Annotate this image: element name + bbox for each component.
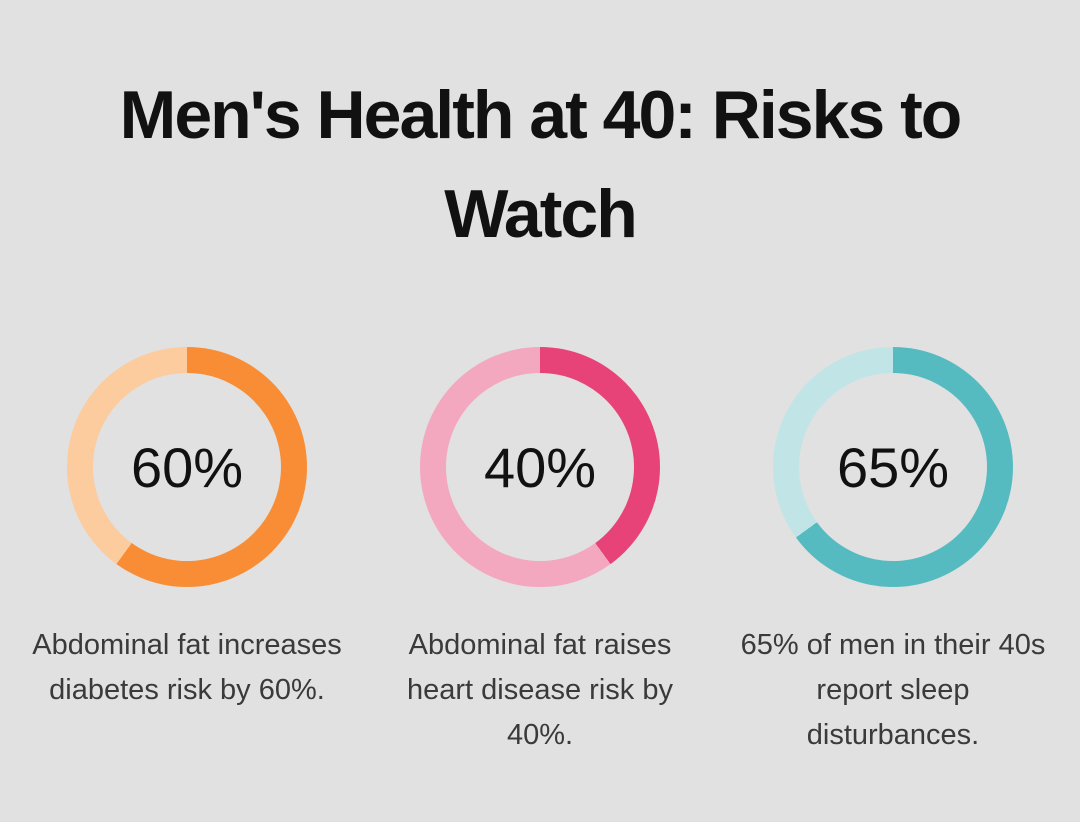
stat-column-sleep: 65% 65% of men in their 40s report sleep… (717, 347, 1070, 787)
stat-caption-diabetes: Abdominal fat increases diabetes risk by… (32, 629, 342, 707)
stat-column-diabetes: 60% Abdominal fat increases diabetes ris… (11, 347, 364, 787)
donut-chart-sleep: 65% (773, 347, 1013, 588)
stats-row: 60% Abdominal fat increases diabetes ris… (0, 347, 1080, 787)
donut-chart-heart-disease: 40% (420, 347, 660, 588)
donut-chart-diabetes: 60% (67, 347, 307, 588)
stat-caption-sleep: 65% of men in their 40s report sleep dis… (740, 629, 1046, 752)
stat-column-heart-disease: 40% Abdominal fat raises heart disease r… (364, 347, 717, 787)
donut-hole (799, 373, 987, 562)
donut-hole (93, 373, 281, 562)
donut-percent-label: 65% (836, 435, 950, 499)
donut-hole (446, 373, 634, 562)
donut-percent-label: 40% (483, 435, 597, 499)
infographic-title: Men's Health at 40: Risks to Watch (119, 77, 963, 252)
stat-caption-heart-disease: Abdominal fat raises heart disease risk … (407, 629, 673, 752)
donut-percent-label: 60% (130, 435, 244, 499)
